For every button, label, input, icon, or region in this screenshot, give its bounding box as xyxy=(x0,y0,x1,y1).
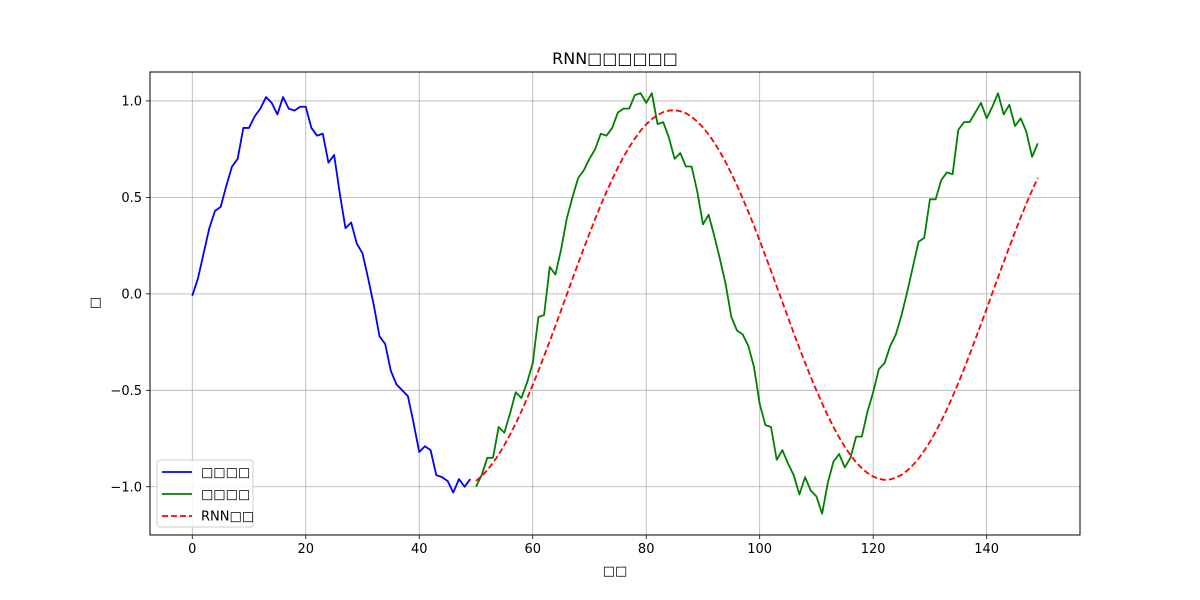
x-tick-label: 140 xyxy=(974,542,999,557)
x-tick-label: 20 xyxy=(297,542,314,557)
y-tick-label: 1.0 xyxy=(121,94,142,109)
legend-label-0: □□□□ xyxy=(201,466,250,481)
y-tick-label: 0.0 xyxy=(121,287,142,302)
chart-title: RNN□□□□□□ xyxy=(552,49,678,68)
x-tick-label: 40 xyxy=(411,542,428,557)
legend: □□□□ □□□□ RNN□□ xyxy=(156,459,254,528)
x-tick-label: 100 xyxy=(747,542,772,557)
series-line-2 xyxy=(475,109,1039,482)
ticks: 0 20 40 60 80 100 120 140 −1.0 −0.5 0.0 0.5 1.0 xyxy=(110,94,999,557)
x-tick-label: 80 xyxy=(638,542,655,557)
plot-frame xyxy=(149,71,1081,536)
legend-label-2: RNN□□ xyxy=(201,510,254,525)
x-tick-label: 60 xyxy=(524,542,541,557)
x-tick-label: 120 xyxy=(861,542,886,557)
y-tick-label: −1.0 xyxy=(110,480,142,495)
y-tick-label: 0.5 xyxy=(121,191,142,206)
series-line-1 xyxy=(475,92,1039,515)
legend-box xyxy=(156,459,254,528)
y-tick-label: −0.5 xyxy=(110,384,142,399)
series-layer xyxy=(191,92,1039,515)
series-line-0 xyxy=(191,96,472,494)
y-axis-label: □ xyxy=(88,297,103,309)
x-axis-label: □□ xyxy=(603,564,628,579)
x-tick-label: 0 xyxy=(188,542,196,557)
legend-label-1: □□□□ xyxy=(201,488,250,503)
grid xyxy=(150,72,1080,535)
